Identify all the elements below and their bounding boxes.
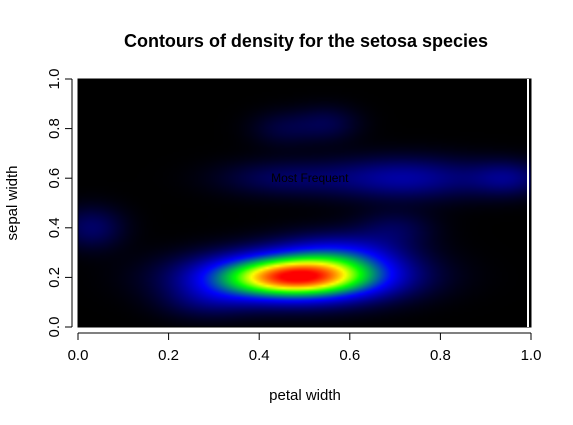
y-tick-label: 0.4 [46,217,63,238]
y-axis: 0.0 0.2 0.4 0.6 0.8 1.0 [46,69,73,338]
most-frequent-label: Most Frequent [271,171,349,185]
plot-frame [77,78,532,328]
y-tick-label: 0.8 [46,118,63,139]
y-axis-label: sepal width [4,165,21,240]
y-tick-label: 0.2 [46,267,63,288]
density-heatmap [78,79,531,327]
x-tick-label: 1.0 [521,347,542,364]
x-tick-label: 0.0 [68,347,89,364]
x-tick-label: 0.2 [158,347,179,364]
y-tick-label: 0.6 [46,168,63,189]
x-axis-label: petal width [269,387,341,404]
y-tick-label: 0.0 [46,317,63,338]
chart-title: Contours of density for the setosa speci… [124,31,488,51]
x-tick-label: 0.8 [430,347,451,364]
x-tick-label: 0.6 [339,347,360,364]
x-axis: 0.0 0.2 0.4 0.6 0.8 1.0 [68,332,542,364]
plot-area [77,78,532,328]
y-tick-label: 1.0 [46,69,63,90]
x-tick-label: 0.4 [249,347,270,364]
